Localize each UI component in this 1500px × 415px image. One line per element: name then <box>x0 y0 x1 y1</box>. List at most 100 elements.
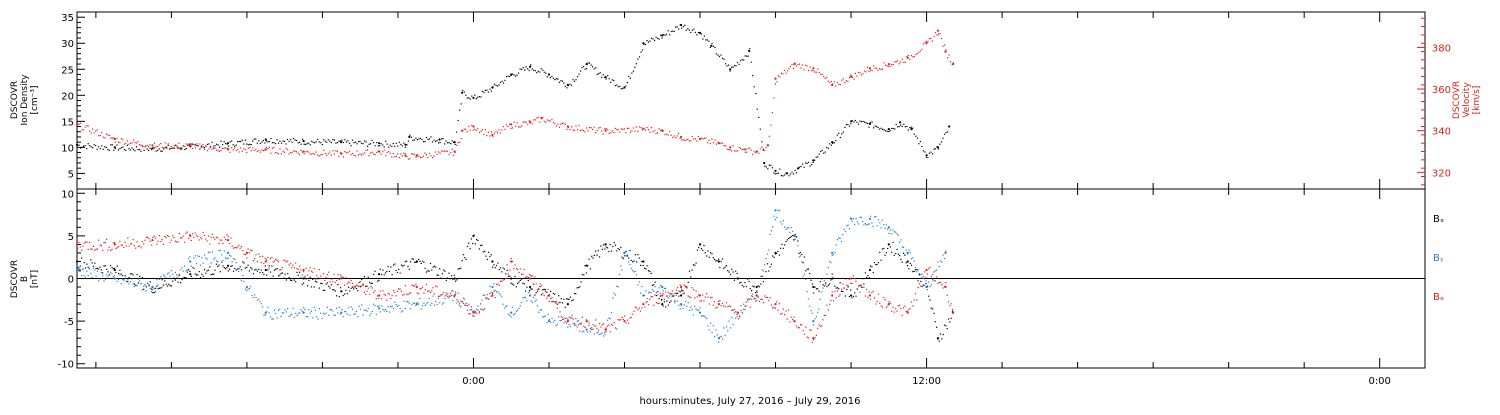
top-black-series-sample <box>422 141 425 143</box>
b-series-0-sample <box>128 277 130 279</box>
b-series-1-sample <box>498 292 500 295</box>
b-series-2-sample <box>727 306 729 308</box>
b-series-1-sample <box>260 303 262 305</box>
b-series-2-sample <box>677 287 679 289</box>
b-series-0-sample <box>587 264 589 267</box>
velocity-label-line: DSCOVR <box>1452 81 1462 119</box>
b-series-0-sample <box>477 239 479 242</box>
top-black-series-sample <box>247 144 249 146</box>
b-series-0-sample <box>593 254 595 256</box>
b-series-1-sample <box>686 305 688 307</box>
b-series-2-sample <box>749 306 751 308</box>
b-series-2-sample <box>534 276 536 278</box>
b-series-1-sample <box>936 269 938 271</box>
b-series-1-sample <box>821 291 823 293</box>
b-series-1-sample <box>141 289 143 291</box>
top-left-tick-label: 25 <box>61 65 74 76</box>
top-red-series-sample <box>326 154 328 156</box>
b-series-0-sample <box>447 277 449 279</box>
top-black-series-sample <box>681 27 683 29</box>
b-series-2-sample <box>431 290 433 292</box>
b-series-0-sample <box>733 279 735 281</box>
top-black-series-sample <box>646 40 648 42</box>
b-series-0-sample <box>523 283 525 285</box>
b-series-1-point <box>698 311 702 314</box>
b-series-2-sample <box>858 285 860 287</box>
b-series-2-sample <box>203 234 206 236</box>
ion-density-label-line: DSCOVR <box>10 81 20 119</box>
b-series-1-sample <box>361 304 363 306</box>
top-red-series-sample <box>243 148 245 150</box>
b-series-2-sample <box>458 304 461 306</box>
top-black-series-sample <box>516 74 518 76</box>
top-black-series-sample <box>749 48 751 50</box>
b-series-0-sample <box>599 256 601 258</box>
top-red-series-sample <box>527 123 529 125</box>
b-series-1-sample <box>712 325 714 327</box>
b-series-2-sample <box>242 249 244 252</box>
b-series-2-sample <box>155 237 157 239</box>
b-series-1-sample <box>604 333 606 335</box>
top-red-series-sample <box>505 124 508 126</box>
b-series-2-sample <box>123 246 125 248</box>
top-red-series-sample <box>181 147 183 149</box>
b-series-0-sample <box>844 295 846 297</box>
top-red-series-sample <box>863 70 866 72</box>
b-series-1-sample <box>477 305 479 307</box>
b-series-0-sample <box>337 284 339 286</box>
top-red-series-sample <box>857 71 860 74</box>
top-black-series-sample <box>616 84 618 86</box>
b-series-2-sample <box>498 284 500 286</box>
top-black-series-sample <box>617 86 619 88</box>
b-series-1-sample <box>703 315 705 317</box>
b-series-1-point <box>944 251 947 254</box>
b-series-2-sample <box>444 295 446 297</box>
b-series-2-sample <box>361 285 363 287</box>
b-series-1-sample <box>647 292 650 294</box>
top-black-series-sample <box>303 143 305 145</box>
b-series-2-sample <box>536 288 539 290</box>
b-series-0-sample <box>169 285 171 287</box>
b-series-2-sample <box>834 290 836 292</box>
top-black-series-sample <box>113 149 115 151</box>
top-left-tick-label: 15 <box>61 117 74 128</box>
b-series-1-sample <box>287 308 289 310</box>
b-series-0-sample <box>613 242 615 244</box>
b-series-2-sample <box>416 292 418 294</box>
top-black-series-sample <box>918 143 920 145</box>
top-black-series-sample <box>249 143 251 145</box>
b-series-0-point <box>831 277 834 280</box>
top-black-series-sample <box>812 161 814 163</box>
b-series-0-sample <box>296 271 298 273</box>
b-series-2-sample <box>103 242 105 244</box>
b-series-1-sample <box>510 316 512 318</box>
b-series-1-sample <box>714 336 716 338</box>
b-series-1-sample <box>834 251 836 253</box>
b-series-1-sample <box>99 278 101 280</box>
top-red-series-sample <box>329 151 331 153</box>
top-red-series-sample <box>456 144 458 146</box>
b-series-1-sample <box>267 306 269 308</box>
top-red-series-sample <box>380 153 382 155</box>
b-series-0-sample <box>384 272 387 274</box>
top-black-series-sample <box>435 140 437 143</box>
top-red-series-sample <box>413 153 415 155</box>
top-red-series-sample <box>700 137 702 139</box>
top-black-series-sample <box>117 149 119 151</box>
top-black-series-sample <box>457 119 459 122</box>
b-series-1-sample <box>384 309 387 311</box>
b-series-0-sample <box>441 273 443 275</box>
b-series-2-sample <box>414 285 416 287</box>
b-series-1-sample <box>355 310 358 312</box>
b-series-2-sample <box>926 273 928 275</box>
top-red-series-sample <box>490 131 492 133</box>
b-series-2-sample <box>909 307 911 309</box>
b-series-2-sample <box>280 268 282 271</box>
b-series-1-sample <box>478 311 480 313</box>
b-series-2-sample <box>556 307 558 309</box>
b-series-0-sample <box>801 253 803 256</box>
b-series-2-sample <box>893 311 895 313</box>
top-red-series-sample <box>335 150 337 152</box>
b-series-0-sample <box>412 258 414 260</box>
top-black-series-sample <box>107 148 109 151</box>
